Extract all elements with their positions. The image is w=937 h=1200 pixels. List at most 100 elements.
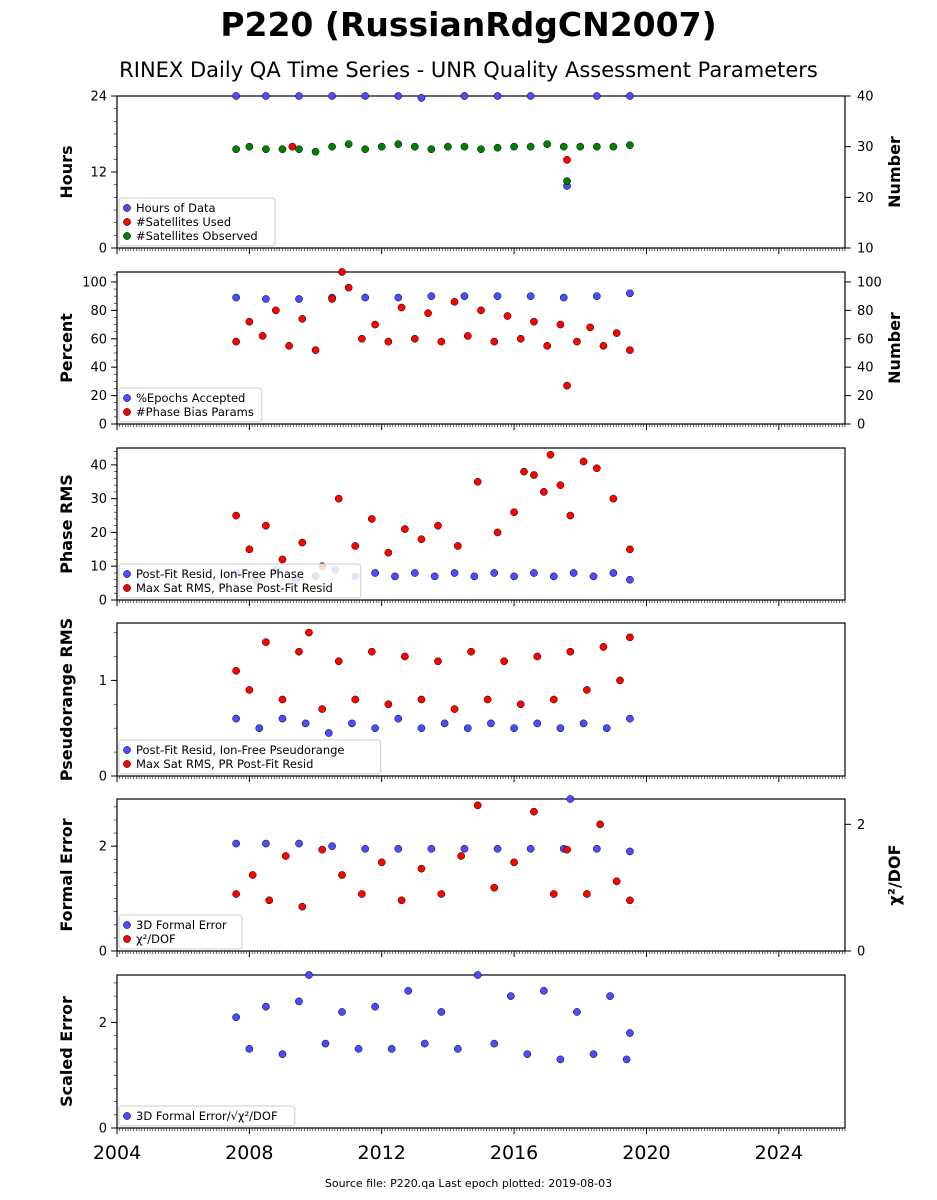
data-point — [453, 542, 462, 550]
data-point — [626, 92, 634, 100]
data-point — [351, 695, 360, 704]
data-point — [563, 177, 571, 185]
data-point — [566, 647, 575, 656]
data-point — [533, 719, 542, 728]
y-tick-label: 60 — [90, 332, 107, 347]
data-point — [540, 986, 548, 995]
data-point — [450, 297, 459, 306]
data-point — [483, 695, 492, 704]
data-point — [265, 896, 274, 905]
legend: 3D Formal Error/√χ²/DOF — [118, 1105, 296, 1127]
data-point — [318, 705, 327, 713]
data-point — [417, 94, 426, 102]
data-point — [404, 986, 413, 995]
data-point — [616, 676, 624, 685]
legend-box — [118, 387, 263, 423]
data-point — [612, 329, 621, 337]
data-point — [460, 92, 469, 100]
data-point — [394, 92, 403, 100]
data-point — [493, 844, 502, 853]
data-point — [626, 141, 634, 149]
legend-entry: #Satellites Used — [136, 215, 231, 229]
data-point — [622, 1055, 631, 1064]
data-point — [394, 293, 403, 302]
legend-entry: Post-Fit Resid, Ion-Free Phase — [136, 567, 304, 581]
y-right-tick-label: 10 — [857, 242, 874, 257]
data-point — [477, 306, 485, 315]
data-point — [453, 1045, 462, 1053]
data-point — [490, 1039, 499, 1048]
data-point — [569, 569, 578, 577]
y-right-tick-label: 2 — [857, 818, 865, 833]
legend: Post-Fit Resid, Ion-Free PseudorangeMax … — [118, 739, 382, 775]
data-point — [526, 844, 535, 853]
data-point — [232, 839, 240, 848]
data-point — [626, 847, 634, 856]
data-point — [262, 839, 270, 848]
y-right-tick-label: 100 — [857, 275, 882, 290]
data-point — [566, 511, 575, 520]
data-point — [262, 92, 270, 100]
data-point — [278, 695, 287, 704]
series-percent-0 — [232, 289, 634, 303]
data-point — [506, 992, 515, 1000]
legend-marker — [123, 921, 131, 929]
data-point — [394, 140, 403, 148]
source-footer: Source file: P220.qa Last epoch plotted:… — [324, 1177, 613, 1190]
data-point — [367, 515, 376, 523]
data-point — [334, 494, 343, 503]
data-point — [626, 714, 634, 723]
x-tick-label: 2016 — [490, 1142, 538, 1164]
data-point — [358, 890, 366, 898]
data-point — [295, 145, 303, 154]
series-pseudorange-rms-0 — [232, 714, 634, 737]
data-point — [427, 292, 436, 300]
data-point — [444, 142, 452, 151]
data-point — [271, 306, 280, 315]
data-point — [470, 572, 479, 581]
data-point — [417, 695, 426, 704]
data-point — [262, 638, 270, 646]
data-point — [384, 548, 393, 557]
data-point — [583, 686, 591, 694]
data-point — [526, 92, 535, 100]
data-point — [301, 719, 310, 728]
series-hours-2 — [232, 140, 634, 185]
data-point — [245, 142, 254, 151]
data-point — [473, 971, 482, 979]
data-point — [281, 852, 290, 860]
legend-entry: 3D Formal Error — [136, 918, 227, 932]
data-point — [626, 346, 634, 354]
y-axis-label: Pseudorange RMS — [57, 618, 76, 781]
data-point — [232, 714, 240, 723]
data-point — [586, 323, 595, 332]
panel-pseudorange-rms: 0 1 Pseudorange RMS Post-Fit Resid, Ion-Fre… — [57, 618, 846, 785]
data-point — [262, 145, 270, 154]
data-point — [450, 569, 459, 577]
data-point — [377, 858, 386, 867]
y-tick-label: 0 — [99, 418, 107, 433]
legend-marker — [123, 570, 131, 578]
data-point — [278, 714, 287, 723]
legend-marker — [123, 1112, 131, 1120]
y-tick-label: 2 — [99, 1016, 107, 1031]
y-tick-label: 0 — [99, 242, 107, 257]
data-point — [420, 1039, 429, 1048]
data-point — [348, 719, 356, 728]
data-point — [437, 337, 446, 346]
data-point — [463, 724, 472, 733]
data-point — [298, 902, 307, 911]
data-point — [440, 719, 449, 728]
legend-marker — [123, 394, 131, 402]
legend-entry: Max Sat RMS, Phase Post-Fit Resid — [136, 581, 333, 595]
data-point — [609, 142, 618, 151]
data-point — [460, 142, 469, 151]
x-tick-label: 2004 — [93, 1142, 141, 1164]
data-point — [285, 342, 293, 350]
legend-marker — [123, 935, 131, 943]
data-point — [417, 724, 426, 733]
y-tick-label: 30 — [90, 492, 107, 507]
data-point — [410, 569, 419, 577]
